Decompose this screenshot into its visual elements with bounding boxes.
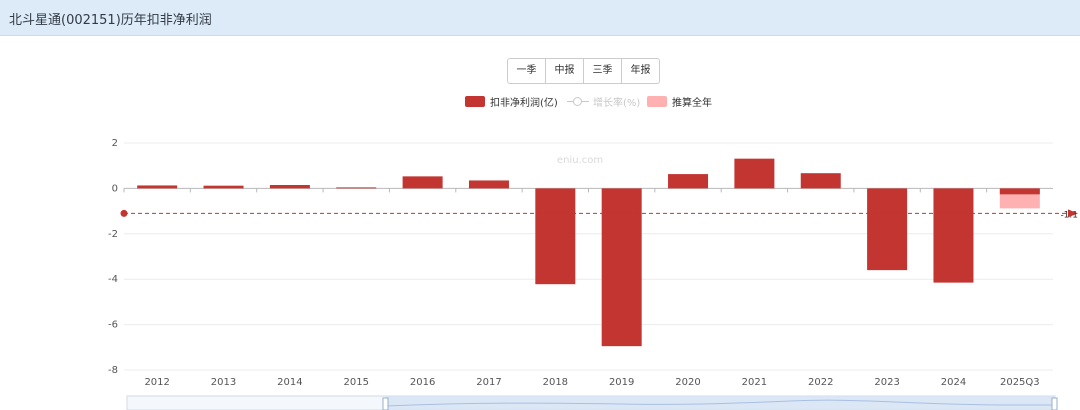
bar-2024[interactable]	[933, 188, 974, 283]
bar-2022[interactable]	[800, 173, 841, 189]
legend-item-projected[interactable]: 推算全年	[647, 94, 712, 109]
reference-line-label: -1.1	[1060, 210, 1078, 220]
zoom-slider-preview	[385, 399, 1055, 407]
watermark: eniu.com	[557, 155, 603, 166]
x-tick-label: 2015	[344, 377, 369, 388]
x-tick-label: 2023	[874, 377, 899, 388]
y-tick-label: 2	[112, 138, 118, 149]
tab-q1[interactable]: 一季	[508, 59, 546, 83]
bar-2021[interactable]	[734, 158, 775, 189]
x-tick-label: 2013	[211, 377, 236, 388]
bar-2023[interactable]	[867, 188, 908, 271]
bar-2018[interactable]	[535, 188, 576, 285]
legend-swatch-projected	[647, 96, 667, 107]
bar-2025Q3[interactable]	[999, 188, 1040, 195]
legend-swatch-net-profit	[465, 96, 485, 107]
x-tick-label: 2016	[410, 377, 435, 388]
title-bar: 北斗星通(002151)历年扣非净利润	[0, 0, 1080, 36]
x-tick-label: 2018	[543, 377, 568, 388]
tab-annual[interactable]: 年报	[630, 65, 651, 76]
tab-q3[interactable]: 三季	[584, 59, 622, 83]
legend-label-net-profit: 扣非净利润(亿)	[490, 98, 558, 109]
legend-line-circle-icon	[567, 96, 589, 107]
page-title: 北斗星通(002151)历年扣非净利润	[9, 13, 212, 28]
zoom-slider-left-handle[interactable]	[382, 397, 389, 410]
zoom-slider-right-handle[interactable]	[1051, 397, 1058, 410]
legend-label-projected: 推算全年	[672, 98, 712, 109]
x-tick-label: 2014	[277, 377, 302, 388]
bar-2013[interactable]	[203, 185, 244, 189]
y-tick-label: -6	[108, 320, 118, 331]
period-tabs: 一季 中报 三季 年报	[507, 58, 660, 84]
y-tick-label: 0	[112, 183, 118, 194]
y-tick-label: -8	[108, 365, 118, 376]
y-tick-label: -2	[108, 229, 118, 240]
bar-2012[interactable]	[137, 185, 178, 189]
bar-2014[interactable]	[269, 184, 310, 189]
legend-label-growth-rate: 增长率(%)	[593, 98, 641, 109]
x-tick-label: 2024	[941, 377, 966, 388]
bar-2019[interactable]	[601, 188, 642, 347]
legend-item-net-profit[interactable]: 扣非净利润(亿)	[465, 94, 558, 109]
zoom-slider[interactable]	[126, 395, 1058, 410]
x-tick-label: 2025Q3	[1000, 377, 1040, 388]
bar-2015[interactable]	[336, 187, 377, 189]
bar-2017[interactable]	[468, 180, 509, 189]
x-tick-label: 2019	[609, 377, 634, 388]
arrow-right-icon	[1068, 209, 1078, 218]
x-tick-label: 2012	[144, 377, 169, 388]
bar-2016[interactable]	[402, 176, 443, 189]
legend-item-growth-rate[interactable]: 增长率(%)	[567, 94, 640, 109]
tab-half-year[interactable]: 中报	[546, 59, 584, 83]
x-tick-label: 2017	[476, 377, 501, 388]
x-tick-label: 2022	[808, 377, 833, 388]
x-tick-label: 2020	[675, 377, 700, 388]
y-tick-label: -4	[108, 274, 118, 285]
bar-2020[interactable]	[668, 174, 709, 189]
x-tick-label: 2021	[742, 377, 767, 388]
